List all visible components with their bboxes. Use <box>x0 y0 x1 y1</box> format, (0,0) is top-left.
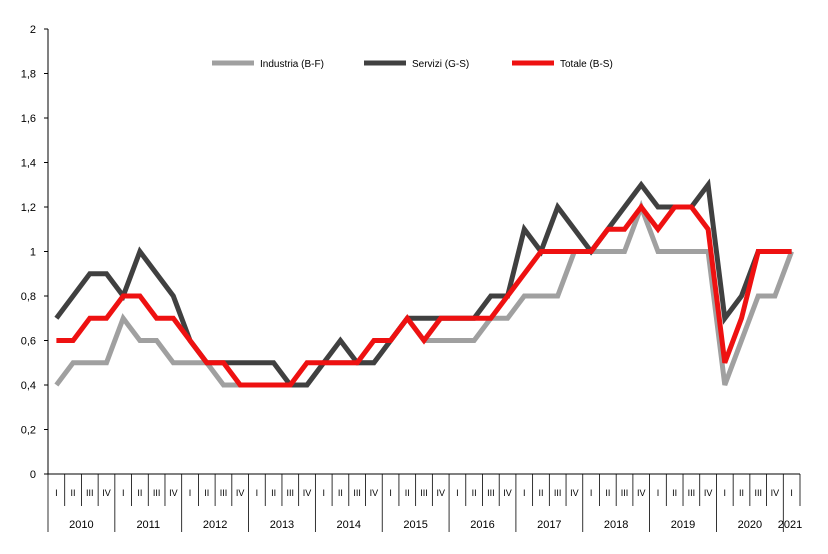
quarter-label: I <box>456 488 459 498</box>
quarter-label: II <box>605 488 610 498</box>
legend-label-totale-b-s: Totale (B-S) <box>560 59 613 70</box>
quarter-label: IV <box>637 488 646 498</box>
quarter-label: II <box>672 488 677 498</box>
y-tick-label: 1 <box>30 247 36 259</box>
y-tick-label: 0 <box>30 469 36 481</box>
year-label: 2018 <box>604 519 628 531</box>
quarter-label: II <box>472 488 477 498</box>
quarter-label: I <box>389 488 392 498</box>
quarter-label: I <box>590 488 593 498</box>
quarter-label: I <box>122 488 125 498</box>
year-label: 2021 <box>778 519 802 531</box>
y-tick-label: 2 <box>30 24 36 36</box>
quarter-label: I <box>657 488 660 498</box>
year-label: 2012 <box>203 519 227 531</box>
quarter-label: I <box>55 488 58 498</box>
quarter-label: II <box>204 488 209 498</box>
series-line-totale-b-s <box>56 202 792 388</box>
y-tick-label: 0,2 <box>21 425 36 437</box>
quarter-label: II <box>538 488 543 498</box>
quarter-label: II <box>137 488 142 498</box>
quarter-label: IV <box>704 488 713 498</box>
series-line-industria-b-f <box>54 199 794 388</box>
series-line-servizi-g-s <box>54 178 792 388</box>
quarter-label: IV <box>370 488 379 498</box>
quarter-label: I <box>256 488 259 498</box>
quarter-label: IV <box>436 488 445 498</box>
quarter-label: IV <box>102 488 111 498</box>
legend-label-servizi-g-s: Servizi (G-S) <box>412 59 469 70</box>
series-lines <box>54 178 794 388</box>
quarter-label: I <box>790 488 793 498</box>
year-label: 2013 <box>270 519 294 531</box>
quarter-label: III <box>153 488 161 498</box>
year-label: 2016 <box>470 519 494 531</box>
y-axis: 0 0,2 0,4 0,6 0,8 1 1,2 1,4 1,6 1,8 2 <box>21 24 49 481</box>
quarter-label: II <box>338 488 343 498</box>
quarter-label: III <box>353 488 361 498</box>
quarter-label: IV <box>503 488 512 498</box>
quarter-label: IV <box>771 488 780 498</box>
y-tick-label: 1,6 <box>21 113 36 125</box>
quarter-label: III <box>487 488 495 498</box>
year-label: 2020 <box>738 519 762 531</box>
quarter-label: III <box>420 488 428 498</box>
year-label: 2010 <box>69 519 93 531</box>
legend: Industria (B-F) Servizi (G-S) Totale (B-S) <box>212 59 613 70</box>
y-tick-label: 0,4 <box>21 380 36 392</box>
year-label: 2014 <box>337 519 361 531</box>
quarter-label: IV <box>236 488 245 498</box>
year-label: 2015 <box>403 519 427 531</box>
quarter-label: I <box>523 488 526 498</box>
quarter-label: II <box>271 488 276 498</box>
quarter-label: III <box>554 488 562 498</box>
quarter-label: II <box>739 488 744 498</box>
quarter-label: III <box>754 488 762 498</box>
quarter-label: III <box>86 488 94 498</box>
quarter-label: IV <box>303 488 312 498</box>
quarter-label: II <box>71 488 76 498</box>
quarter-label: IV <box>570 488 579 498</box>
legend-label-industria-b-f: Industria (B-F) <box>260 59 324 70</box>
year-label: 2019 <box>671 519 695 531</box>
quarter-label: II <box>405 488 410 498</box>
quarter-label: III <box>220 488 228 498</box>
y-tick-label: 1,8 <box>21 69 36 81</box>
x-axis: I II III IV I II III IV I II III IV I II III IV I II III IV… <box>47 473 802 532</box>
quarter-label: IV <box>169 488 178 498</box>
year-label: 2011 <box>136 519 160 531</box>
quarter-label: I <box>724 488 727 498</box>
quarter-label: I <box>322 488 325 498</box>
y-tick-label: 0,8 <box>21 291 36 303</box>
quarter-label: III <box>287 488 295 498</box>
y-tick-label: 1,4 <box>21 158 36 170</box>
y-tick-label: 0,6 <box>21 336 36 348</box>
year-label: 2017 <box>537 519 561 531</box>
quarter-label: I <box>189 488 192 498</box>
y-tick-label: 1,2 <box>21 202 36 214</box>
quarter-label: III <box>688 488 696 498</box>
quarter-label: III <box>621 488 629 498</box>
